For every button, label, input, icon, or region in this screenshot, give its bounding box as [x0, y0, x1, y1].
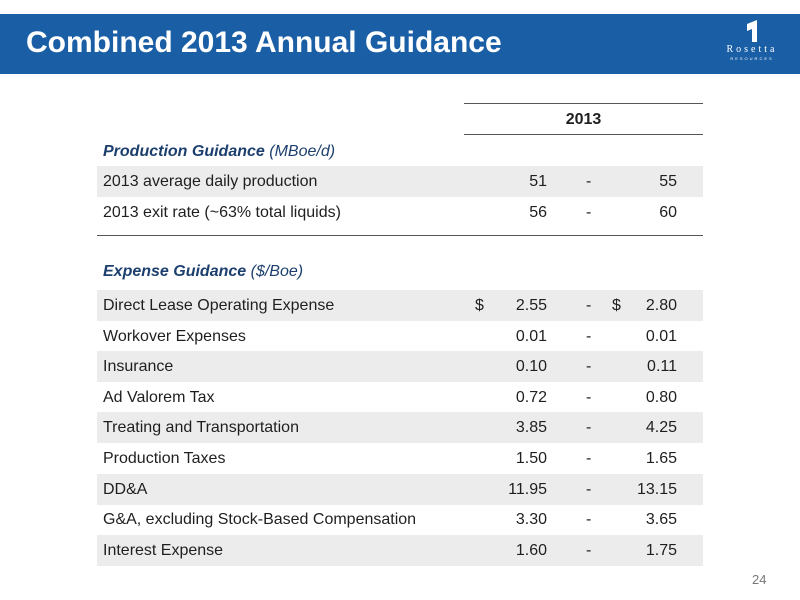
row-label: Production Taxes	[103, 450, 226, 467]
value-low: 0.72	[515, 388, 547, 406]
table-row: Treating and Transportation 3.85 - 4.25	[97, 412, 703, 444]
row-label: Treating and Transportation	[103, 419, 299, 437]
header-bar: Combined 2013 Annual Guidance Rosetta RE…	[0, 14, 800, 74]
value-low: 2.55	[515, 297, 547, 314]
range-dash: -	[586, 419, 592, 437]
value-low: 56	[529, 203, 547, 221]
table-row: G&A, excluding Stock-Based Compensation 3…	[97, 504, 703, 535]
range-dash: -	[586, 541, 592, 559]
value-low: 1.60	[515, 541, 547, 559]
page-title: Combined 2013 Annual Guidance	[26, 26, 502, 59]
value-high: 0.80	[645, 388, 677, 406]
production-section-title: Production Guidance (MBoe/d)	[103, 143, 335, 161]
column-header-top-rule	[464, 103, 703, 104]
column-header-bottom-rule	[464, 134, 703, 135]
value-high: 1.75	[645, 541, 677, 559]
value-low: 3.30	[515, 511, 547, 529]
table-row: Direct Lease Operating Expense $2.55 - $2.8…	[97, 290, 703, 321]
value-high: 13.15	[636, 480, 677, 498]
value-low: 0.10	[515, 358, 547, 376]
range-dash: -	[586, 480, 592, 498]
value-high: 55	[659, 173, 677, 190]
value-high: 2.80	[645, 297, 677, 314]
row-label: Workover Expenses	[103, 327, 246, 345]
table-row: Workover Expenses 0.01 - 0.01	[97, 321, 703, 352]
table-row: 2013 exit rate (~63% total liquids) 56 - 60	[97, 197, 703, 228]
page-number: 24	[752, 572, 767, 587]
range-dash: -	[586, 327, 592, 345]
value-low: 11.95	[508, 480, 547, 498]
table-row: Insurance 0.10 - 0.11	[97, 351, 703, 383]
range-dash: -	[586, 297, 592, 314]
range-dash: -	[586, 450, 592, 467]
value-low: 3.85	[515, 419, 547, 437]
section-separator	[97, 235, 703, 236]
table-row: DD&A 11.95 - 13.15	[97, 473, 703, 505]
row-label: Insurance	[103, 358, 174, 376]
table-row: Production Taxes 1.50 - 1.65	[97, 443, 703, 474]
range-dash: -	[586, 173, 592, 190]
row-label: 2013 exit rate (~63% total liquids)	[103, 203, 341, 221]
row-label: Direct Lease Operating Expense	[103, 297, 335, 314]
value-low: 0.01	[515, 327, 547, 345]
row-label: DD&A	[103, 480, 148, 498]
row-label: 2013 average daily production	[103, 173, 318, 190]
column-header-year: 2013	[565, 111, 602, 128]
value-high: 1.65	[645, 450, 677, 467]
range-dash: -	[586, 511, 592, 529]
table-row: Interest Expense 1.60 - 1.75	[97, 534, 703, 566]
value-high: 60	[659, 203, 677, 221]
logo-name: Rosetta	[726, 44, 778, 55]
value-high: 0.11	[647, 358, 677, 376]
production-section-unit: (MBoe/d)	[269, 143, 336, 160]
value-high: 3.65	[645, 511, 677, 529]
currency-symbol-high: $	[612, 297, 621, 314]
table-row: 2013 average daily production 51 - 55	[97, 166, 703, 197]
logo-subtitle: RESOURCES	[730, 56, 774, 61]
range-dash: -	[586, 388, 592, 406]
currency-symbol-low: $	[475, 297, 484, 314]
expense-section-title: Expense Guidance ($/Boe)	[103, 263, 303, 281]
row-label: Interest Expense	[103, 541, 224, 559]
value-high: 4.25	[645, 419, 677, 437]
value-low: 1.50	[515, 450, 547, 467]
range-dash: -	[586, 358, 592, 376]
expense-section-label: Expense Guidance	[103, 263, 247, 280]
expense-section-unit: ($/Boe)	[250, 263, 304, 280]
value-high: 0.01	[645, 327, 677, 345]
row-label: Ad Valorem Tax	[103, 388, 215, 406]
logo-mark-icon	[747, 20, 757, 42]
table-row: Ad Valorem Tax 0.72 - 0.80	[97, 382, 703, 413]
production-section-label: Production Guidance	[103, 143, 265, 160]
company-logo: Rosetta RESOURCES	[712, 20, 792, 70]
range-dash: -	[586, 203, 592, 221]
row-label: G&A, excluding Stock-Based Compensation	[103, 511, 417, 529]
value-low: 51	[529, 173, 547, 190]
